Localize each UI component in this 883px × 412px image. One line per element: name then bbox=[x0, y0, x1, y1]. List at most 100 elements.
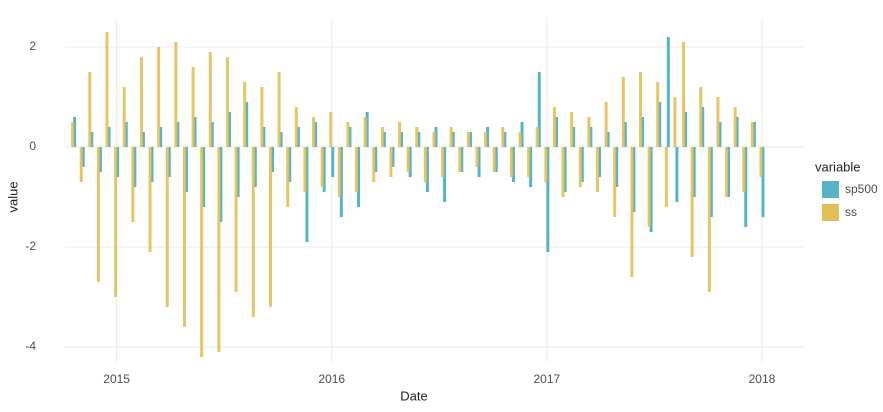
bar bbox=[260, 87, 264, 147]
bar bbox=[357, 147, 361, 207]
bar bbox=[449, 127, 453, 147]
bar bbox=[606, 132, 610, 147]
bar bbox=[511, 147, 515, 182]
bar bbox=[649, 147, 653, 232]
bar bbox=[380, 127, 384, 147]
bar bbox=[682, 42, 686, 147]
bar bbox=[96, 147, 100, 282]
bar bbox=[647, 147, 651, 227]
bar bbox=[494, 147, 498, 172]
bar bbox=[271, 147, 275, 172]
bar bbox=[182, 147, 186, 327]
bar bbox=[348, 127, 352, 147]
bar bbox=[269, 147, 273, 307]
bar bbox=[432, 132, 436, 147]
bar bbox=[277, 72, 281, 147]
bar bbox=[544, 147, 548, 182]
y-tick-label: 2 bbox=[29, 39, 36, 53]
bar bbox=[484, 132, 488, 147]
bar bbox=[709, 147, 713, 217]
bar bbox=[329, 112, 333, 147]
bar bbox=[733, 107, 737, 147]
bar bbox=[286, 147, 290, 207]
bar bbox=[632, 147, 636, 212]
bar bbox=[675, 147, 679, 202]
bar bbox=[570, 112, 574, 147]
legend-key bbox=[822, 204, 839, 221]
y-tick-label: 0 bbox=[29, 139, 36, 153]
bar bbox=[227, 112, 231, 147]
bar bbox=[621, 77, 625, 147]
bar bbox=[554, 117, 558, 147]
bar bbox=[537, 72, 541, 147]
bar bbox=[133, 147, 137, 187]
bar bbox=[303, 147, 307, 192]
bar bbox=[690, 147, 694, 257]
bar bbox=[604, 102, 608, 147]
bar bbox=[363, 117, 367, 147]
bar bbox=[243, 82, 247, 147]
bar bbox=[346, 122, 350, 147]
bar bbox=[262, 127, 266, 147]
bar bbox=[408, 147, 412, 177]
bar bbox=[141, 132, 145, 147]
bar bbox=[477, 147, 481, 177]
x-tick-label: 2017 bbox=[534, 372, 561, 386]
bar bbox=[468, 132, 472, 147]
bar bbox=[718, 122, 722, 147]
bar bbox=[595, 147, 599, 192]
bar bbox=[423, 147, 427, 182]
bar bbox=[389, 147, 393, 177]
bar bbox=[509, 147, 513, 177]
bar bbox=[200, 147, 204, 357]
series bbox=[73, 37, 765, 252]
bar bbox=[202, 147, 206, 207]
bar bbox=[527, 147, 531, 177]
bar bbox=[492, 147, 496, 172]
y-tick-label: -2 bbox=[25, 239, 36, 253]
legend-key bbox=[822, 181, 839, 198]
bar bbox=[193, 117, 197, 147]
y-axis-label: value bbox=[5, 181, 20, 212]
bar bbox=[744, 147, 748, 227]
bar bbox=[79, 147, 83, 182]
bar bbox=[630, 147, 634, 277]
bar bbox=[752, 122, 756, 147]
bar bbox=[339, 147, 343, 217]
bar bbox=[641, 117, 645, 147]
bar bbox=[716, 97, 720, 147]
bar bbox=[225, 57, 229, 147]
bar bbox=[73, 117, 77, 147]
bar bbox=[71, 122, 75, 147]
bar bbox=[122, 87, 126, 147]
bar bbox=[415, 127, 419, 147]
bar bbox=[552, 107, 556, 147]
bar bbox=[658, 102, 662, 147]
legend-title: variable bbox=[815, 159, 861, 174]
bar bbox=[234, 147, 238, 292]
bar bbox=[398, 122, 402, 147]
bar bbox=[623, 122, 627, 147]
bar bbox=[417, 132, 421, 147]
bar bbox=[735, 117, 739, 147]
bar bbox=[288, 147, 292, 182]
bar bbox=[236, 147, 240, 197]
bar bbox=[365, 112, 369, 147]
bar bbox=[666, 37, 670, 147]
bar bbox=[460, 147, 464, 172]
bar bbox=[150, 147, 154, 182]
bar bbox=[305, 147, 309, 242]
bar bbox=[759, 147, 763, 177]
bar bbox=[673, 97, 677, 147]
bar bbox=[114, 147, 118, 297]
bar bbox=[742, 147, 746, 192]
bar bbox=[331, 147, 335, 177]
bar bbox=[692, 147, 696, 197]
bar bbox=[245, 102, 249, 147]
bar bbox=[597, 147, 601, 177]
bar bbox=[314, 122, 318, 147]
bar bbox=[613, 147, 617, 217]
bar bbox=[451, 132, 455, 147]
bar bbox=[372, 147, 376, 182]
bar bbox=[107, 127, 111, 147]
